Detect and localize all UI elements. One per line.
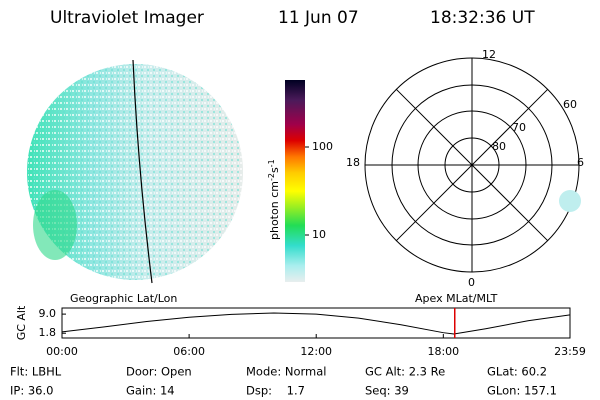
right-label: Apex MLat/MLT — [415, 292, 498, 305]
instrument: Ultraviolet Imager — [50, 8, 204, 28]
mlt-label: 12 — [482, 48, 496, 61]
x-tick-label: 06:00 — [173, 345, 205, 358]
unit: s — [268, 167, 281, 173]
mlat-label: 80 — [492, 140, 506, 153]
y-tick-label: 1.8 — [39, 326, 57, 339]
x-tick-label: 18:00 — [427, 345, 459, 358]
status-field: IP: 36.0 — [10, 384, 53, 398]
date: 11 Jun 07 — [278, 8, 359, 28]
footer: Flt: LBHL Door: Open Mode: Normal GC Alt: 2… — [10, 365, 557, 398]
status-field: Seq: 39 — [365, 384, 409, 398]
status-field: GC Alt: 2.3 Re — [365, 365, 445, 379]
mlt-label: 18 — [346, 156, 360, 169]
mlt-label: 6 — [577, 156, 584, 169]
earth-image — [27, 59, 243, 284]
mlat-label: 70 — [512, 121, 526, 134]
exp: -1 — [267, 159, 276, 167]
mlat-label: 60 — [563, 98, 577, 111]
status-field: GLat: 60.2 — [487, 365, 547, 379]
y-tick-label: 9.0 — [39, 307, 57, 320]
time: 18:32:36 UT — [430, 8, 535, 28]
x-tick-label: 12:00 — [300, 345, 332, 358]
altitude-line — [61, 312, 571, 335]
x-tick-label: 23:59 — [554, 345, 586, 358]
colorbar-label: photon cm-2s-1 — [267, 159, 282, 240]
exp: -2 — [267, 173, 276, 181]
polar-grid — [364, 57, 580, 273]
aurora-patch — [559, 190, 581, 212]
colorbar-tick-label: 10 — [312, 228, 326, 241]
status-field: GLon: 157.1 — [487, 384, 557, 398]
status-field: Mode: Normal — [246, 365, 326, 379]
colorbar — [285, 80, 305, 282]
x-tick-label: 00:00 — [46, 345, 78, 358]
y-label: GC Alt — [15, 305, 28, 340]
colorbar-tick-label: 100 — [312, 140, 333, 153]
status-field: Dsp: 1.7 — [246, 384, 305, 398]
left-label: Geographic Lat/Lon — [70, 292, 177, 305]
mlt-label: 0 — [468, 276, 475, 289]
unit: photon cm — [268, 181, 281, 240]
status-field: Door: Open — [126, 365, 192, 379]
status-field: Flt: LBHL — [10, 365, 62, 379]
status-field: Gain: 14 — [126, 384, 175, 398]
